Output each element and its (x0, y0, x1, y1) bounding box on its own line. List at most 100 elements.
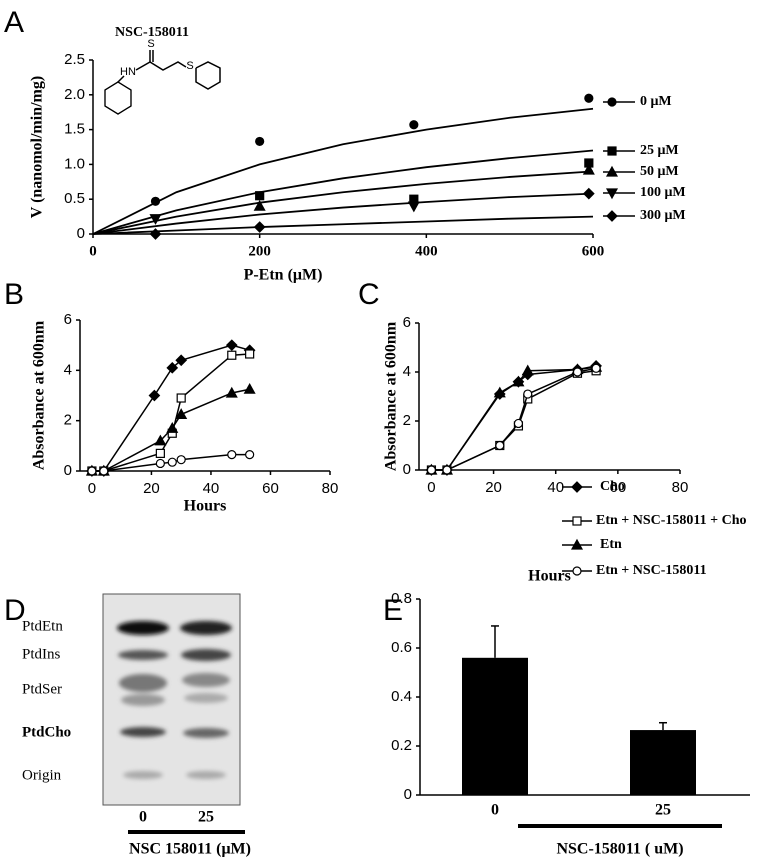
x-tick-label: 40 (547, 479, 564, 496)
band-label: PtdSer (22, 681, 62, 697)
x-tick-label: 60 (262, 480, 279, 497)
marker (154, 434, 167, 446)
y-tick-label: 0 (64, 462, 72, 479)
band-label: Origin (22, 767, 62, 783)
marker (99, 466, 109, 476)
legend-marker (607, 146, 617, 156)
y-tick-label: 6 (64, 311, 72, 328)
lane-label: 0 (139, 809, 147, 826)
fit-curve (92, 170, 594, 235)
legend-label: Etn + NSC-158011 (596, 563, 707, 578)
y-axis-label: Absorbance at 600nm (383, 321, 400, 471)
structure (104, 50, 221, 115)
fit-curve (92, 149, 594, 235)
x-axis-label: NSC-158011 ( uM) (556, 841, 683, 858)
y-tick-label: 0 (404, 786, 412, 803)
legend-marker (571, 481, 583, 493)
x-tick-label: 0 (89, 243, 97, 259)
y-tick-label: 0.5 (64, 190, 85, 207)
marker (572, 367, 583, 377)
marker (409, 120, 419, 130)
legend-marker (572, 566, 582, 576)
band-label: PtdCho (22, 724, 71, 740)
legend-label: 0 μM (640, 94, 672, 109)
marker (243, 382, 256, 394)
x-tick-label: 0 (491, 802, 499, 819)
y-tick-label: 4 (403, 363, 411, 380)
legend-label: 25 μM (640, 143, 679, 158)
band-label: PtdIns (22, 646, 61, 662)
panel-letter: D (4, 594, 26, 627)
fit-curve (92, 107, 594, 235)
x-tick-label: 80 (322, 480, 339, 497)
x-tick-label: 60 (610, 479, 627, 496)
legend-marker (605, 165, 619, 177)
bar (462, 657, 528, 795)
legend-marker (572, 516, 582, 526)
atom-label: S (186, 60, 193, 72)
y-tick-label: 1.0 (64, 155, 85, 172)
y-tick-label: 4 (64, 361, 72, 378)
marker (495, 440, 505, 451)
legend-label: 50 μM (640, 164, 679, 179)
marker (166, 361, 179, 374)
y-tick-label: 0.8 (391, 590, 412, 607)
marker (255, 191, 265, 201)
legend-marker (570, 538, 584, 550)
marker (155, 448, 165, 458)
x-axis-label: P-Etn (μM) (244, 267, 323, 284)
panel-letter: A (4, 6, 24, 39)
marker (493, 386, 506, 398)
legend-marker (605, 188, 619, 200)
x-tick-label: 0 (427, 479, 435, 496)
annotation: NSC-158011 (115, 25, 189, 40)
fit-curve (92, 215, 594, 235)
x-tick-label: 20 (485, 479, 502, 496)
y-tick-label: 2 (64, 412, 72, 429)
marker (227, 350, 237, 360)
x-tick-label: 200 (248, 243, 271, 259)
panel-letter: B (4, 278, 24, 311)
legend-label: 300 μM (640, 208, 686, 223)
marker (167, 457, 177, 467)
lane-label: 25 (198, 809, 214, 826)
legend-label: Etn + NSC-158011 + Cho (596, 513, 747, 528)
y-axis-label: V (nanomol/min/mg) (29, 76, 46, 218)
fit-curve (92, 192, 594, 235)
marker (442, 465, 452, 475)
y-tick-label: 0 (403, 461, 411, 478)
marker (176, 455, 186, 465)
legend-marker (606, 210, 618, 222)
y-tick-label: 2 (403, 412, 411, 429)
x-axis-label: Hours (528, 568, 571, 585)
y-axis-label: Absorbance at 600nm (31, 320, 48, 470)
marker (521, 364, 534, 376)
marker (582, 187, 595, 200)
series-line (431, 367, 597, 471)
marker (176, 393, 186, 403)
marker (225, 386, 238, 398)
panel-letter: C (358, 278, 380, 311)
marker (225, 339, 238, 352)
y-tick-label: 6 (403, 314, 411, 331)
marker (227, 450, 237, 460)
marker (148, 389, 161, 402)
marker (149, 228, 162, 240)
y-tick-label: 0.6 (391, 639, 412, 656)
x-tick-label: 600 (582, 243, 605, 259)
marker (407, 201, 420, 213)
marker (255, 136, 265, 147)
x-tick-label: 80 (672, 479, 689, 496)
y-tick-label: 0.4 (391, 688, 412, 705)
x-tick-label: 20 (143, 480, 160, 497)
panel-letter: E (383, 594, 403, 627)
legend-label: Cho (600, 479, 625, 494)
marker (582, 163, 595, 175)
marker (175, 354, 188, 367)
legend-marker (607, 97, 617, 107)
marker (591, 363, 601, 373)
legend-label: Etn (600, 537, 622, 552)
x-tick-label: 25 (655, 802, 671, 819)
x-axis-label: NSC 158011 (μM) (129, 841, 251, 858)
